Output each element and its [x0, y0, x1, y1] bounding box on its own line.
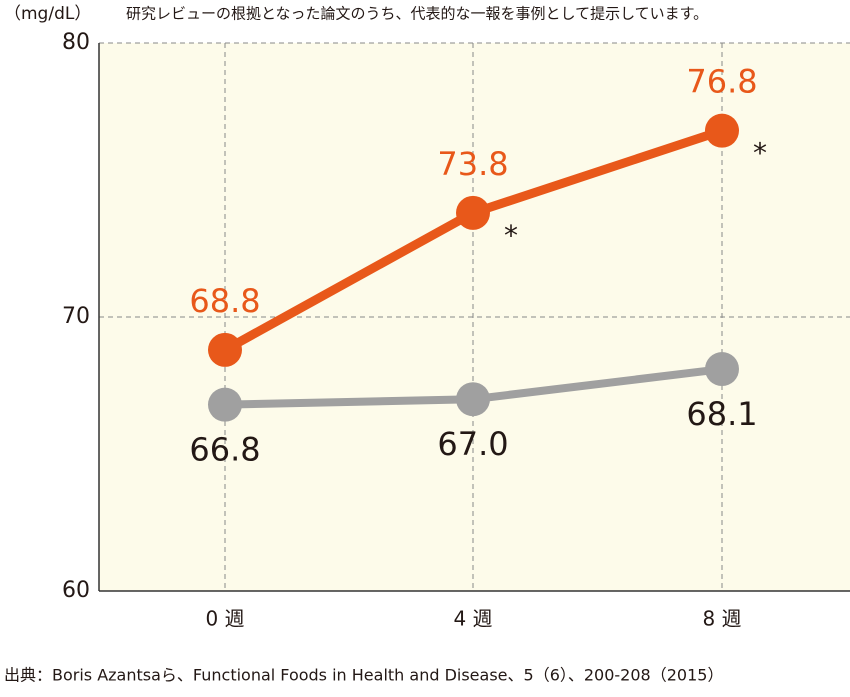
value-label: 67.0 [437, 425, 508, 463]
point [705, 352, 739, 387]
value-label: 68.1 [686, 395, 757, 433]
x-tick-label: 0 週 [205, 607, 244, 631]
value-label: 68.8 [189, 282, 260, 320]
value-label: 76.8 [686, 63, 757, 101]
point [705, 113, 739, 148]
note: 研究レビューの根拠となった論文のうち、代表的な一報を事例として提示しています。 [126, 5, 708, 23]
x-tick-label: 8 週 [702, 607, 741, 631]
point [456, 195, 490, 230]
point [208, 387, 242, 422]
y-tick-label: 60 [62, 578, 90, 603]
source: 出典：Boris Azantsaら、Functional Foods in He… [4, 666, 723, 685]
value-label: 66.8 [189, 431, 260, 469]
point [456, 382, 490, 417]
y-tick-label: 70 [62, 304, 90, 329]
y-unit: （mg/dL） [4, 4, 91, 24]
y-tick-label: 80 [62, 30, 90, 55]
annotation: * [753, 137, 767, 170]
point [208, 332, 242, 367]
value-label: 73.8 [437, 145, 508, 183]
x-tick-label: 4 週 [453, 607, 492, 631]
annotation: * [504, 219, 518, 252]
